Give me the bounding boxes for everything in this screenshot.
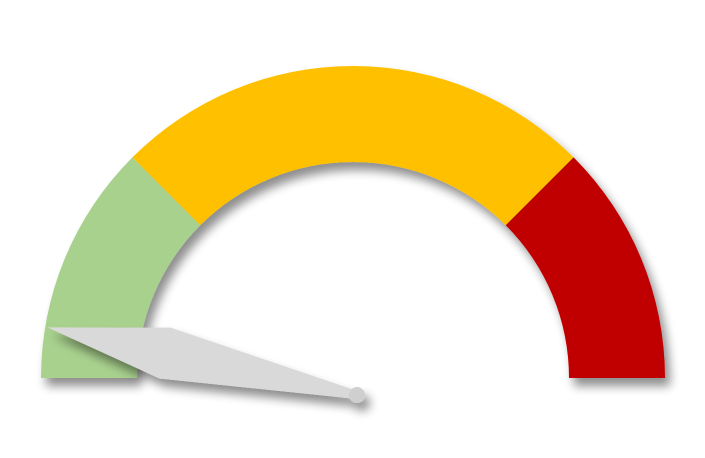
gauge-needle — [47, 327, 358, 399]
gauge-bands — [41, 66, 665, 378]
yellow-zone — [132, 66, 574, 226]
gauge-needle-pivot — [349, 387, 365, 403]
gauge-needle-group — [47, 327, 365, 403]
red-zone — [505, 157, 665, 378]
green-zone — [41, 157, 201, 378]
